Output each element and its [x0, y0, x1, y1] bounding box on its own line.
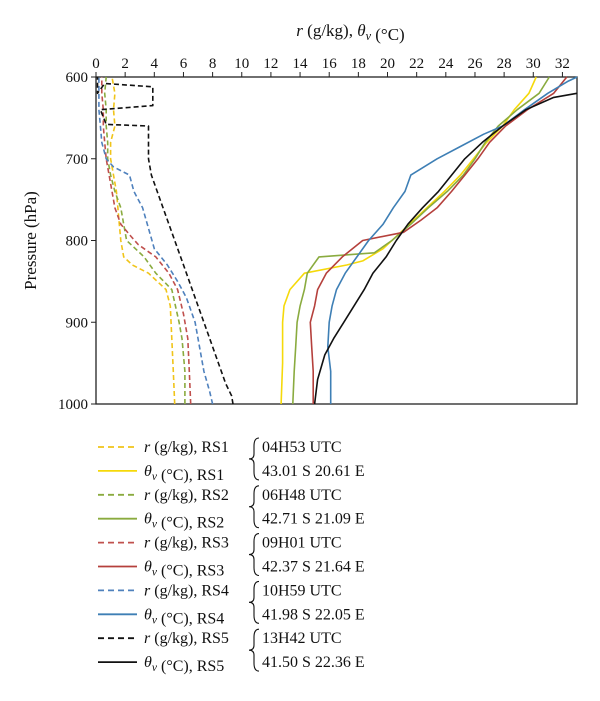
legend-brace	[248, 533, 260, 577]
y-tick-label: 1000	[58, 397, 88, 413]
series-line	[109, 76, 176, 405]
legend-brace	[248, 437, 260, 481]
legend: r (g/kg), RS1 θv (°C), RS1 r (g/kg), RS2 θv…	[98, 437, 365, 675]
legend-label: r (g/kg), RS1	[144, 439, 229, 456]
x-tick-label: 4	[151, 56, 159, 72]
x-tick-label: 6	[180, 56, 188, 72]
legend-label: θv (°C), RS5	[144, 654, 224, 675]
x-tick-label: 18	[351, 56, 366, 72]
legend-time: 13H42 UTC	[262, 630, 342, 647]
series-line	[98, 77, 214, 405]
series-line	[103, 76, 186, 404]
series-group	[96, 76, 578, 405]
x-axis-title: r (g/kg), θv (°C)	[296, 21, 404, 44]
legend-label: r (g/kg), RS3	[144, 535, 229, 552]
x-tick-label: 30	[526, 56, 541, 72]
legend-position: 43.01 S 20.61 E	[262, 463, 365, 480]
legend-label: θv (°C), RS1	[144, 463, 224, 484]
y-tick-label: 800	[66, 234, 89, 250]
y-tick-label: 700	[66, 152, 89, 168]
series-line	[309, 76, 568, 404]
legend-brace	[248, 485, 260, 529]
legend-position: 41.50 S 22.36 E	[262, 654, 365, 671]
x-tick-label: 2	[121, 56, 129, 72]
x-tick-label: 14	[293, 56, 309, 72]
y-axis-title: Pressure (hPa)	[21, 191, 40, 290]
legend-position: 42.37 S 21.64 E	[262, 559, 365, 576]
legend-time: 04H53 UTC	[262, 439, 342, 456]
series-line	[292, 76, 550, 405]
x-tick-label: 22	[409, 56, 424, 72]
legend-time: 06H48 UTC	[262, 487, 342, 504]
x-tick-label: 32	[555, 56, 570, 72]
x-tick-label: 16	[322, 56, 338, 72]
x-tick-label: 8	[209, 56, 217, 72]
legend-label: θv (°C), RS3	[144, 559, 224, 580]
x-tick-label: 10	[234, 56, 249, 72]
x-tick-label: 26	[467, 56, 483, 72]
legend-label: r (g/kg), RS4	[144, 582, 229, 599]
x-tick-label: 0	[92, 56, 100, 72]
legend-brace	[248, 580, 260, 624]
series-line	[101, 77, 192, 405]
axes: 0 2 4 6 8 10 12 14 16 18 20 22 24 26 28 30 3260070080090…	[21, 21, 578, 413]
legend-label: θv (°C), RS2	[144, 511, 224, 532]
x-tick-label: 20	[380, 56, 395, 72]
y-tick-label: 900	[66, 315, 89, 331]
legend-label: r (g/kg), RS2	[144, 487, 229, 504]
legend-brace	[248, 628, 260, 672]
legend-position: 41.98 S 22.05 E	[262, 606, 365, 623]
legend-time: 09H01 UTC	[262, 535, 342, 552]
x-tick-label: 24	[438, 56, 454, 72]
x-tick-label: 12	[263, 56, 278, 72]
legend-label: r (g/kg), RS5	[144, 630, 229, 647]
y-tick-label: 600	[66, 70, 89, 86]
legend-time: 10H59 UTC	[262, 582, 342, 599]
legend-position: 42.71 S 21.09 E	[262, 511, 365, 528]
legend-label: θv (°C), RS4	[144, 606, 224, 627]
x-tick-label: 28	[497, 56, 512, 72]
series-line	[96, 77, 234, 405]
series-line	[313, 92, 578, 405]
